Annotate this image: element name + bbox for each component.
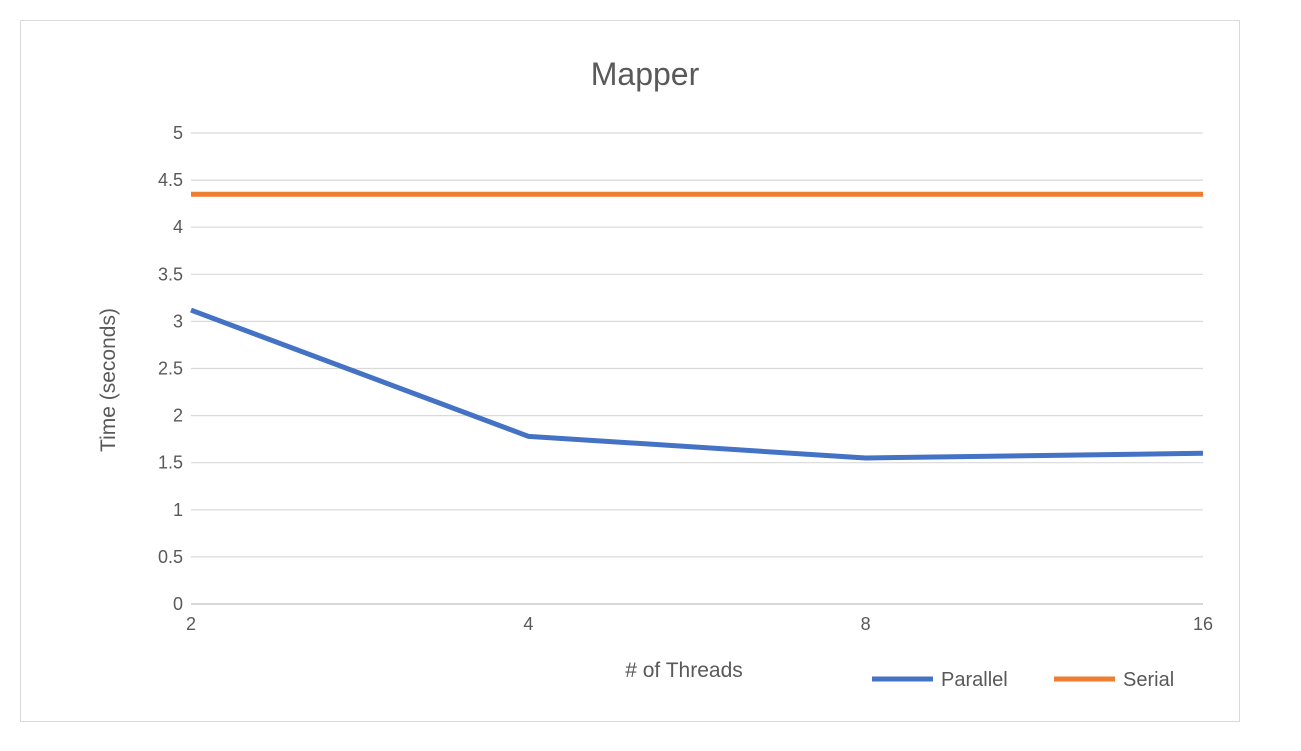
x-tick-label: 2 xyxy=(186,614,196,634)
y-tick-label: 4 xyxy=(173,217,183,237)
y-tick-label: 3.5 xyxy=(158,264,183,284)
y-tick-label: 1.5 xyxy=(158,453,183,473)
y-tick-label: 5 xyxy=(173,123,183,143)
x-axis-title: # of Threads xyxy=(625,659,743,682)
x-tick-label: 4 xyxy=(523,614,533,634)
series-lines xyxy=(190,191,1204,461)
legend: Parallel Serial xyxy=(872,669,1174,691)
y-axis-title: Time (seconds) xyxy=(97,308,120,452)
y-tick-label: 1 xyxy=(173,500,183,520)
y-axis-ticks: 0 0.5 1 1.5 2 2.5 3 3.5 4 4.5 5 xyxy=(158,123,183,614)
y-tick-label: 4.5 xyxy=(158,170,183,190)
y-tick-label: 0.5 xyxy=(158,547,183,567)
y-tick-label: 0 xyxy=(173,594,183,614)
x-tick-label: 16 xyxy=(1193,614,1213,634)
legend-label-parallel: Parallel xyxy=(941,669,1008,691)
y-tick-label: 3 xyxy=(173,311,183,331)
gridlines xyxy=(191,132,1203,605)
series-line-parallel xyxy=(190,307,1204,461)
y-tick-label: 2.5 xyxy=(158,359,183,379)
x-tick-label: 8 xyxy=(861,614,871,634)
legend-label-serial: Serial xyxy=(1123,669,1174,691)
chart-title: Mapper xyxy=(591,56,700,92)
chart-area xyxy=(20,20,1240,722)
y-tick-label: 2 xyxy=(173,406,183,426)
x-axis-ticks: 2 4 8 16 xyxy=(186,614,1213,634)
